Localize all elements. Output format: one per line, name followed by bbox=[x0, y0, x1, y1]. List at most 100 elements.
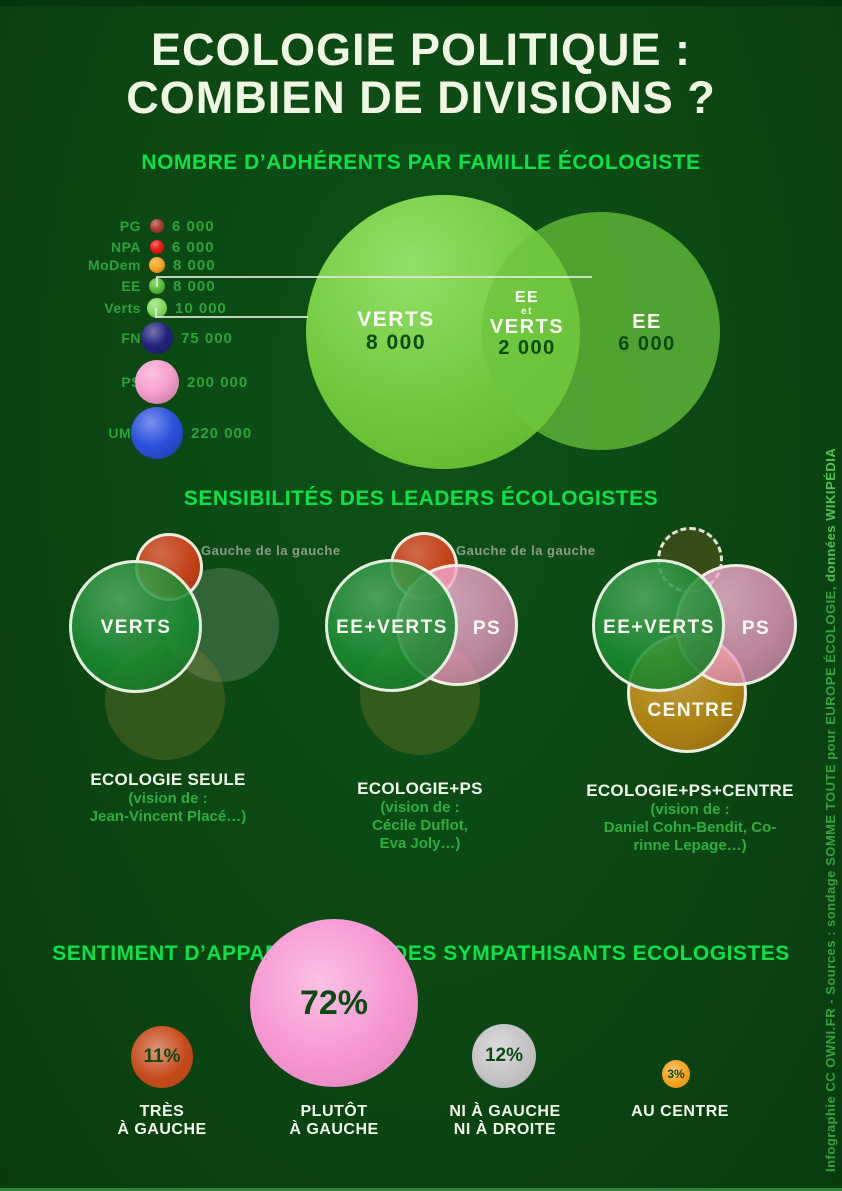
section-heading-leaders: SENSIBILITÉS DES LEADERS ÉCOLOGISTES bbox=[183, 487, 659, 510]
bubble-au-centre: 3% bbox=[662, 1060, 690, 1088]
verts-leader-circle bbox=[69, 560, 202, 693]
gauche-label-2: Gauche de la gauche bbox=[456, 543, 596, 558]
caption-vision-line: Cécile Duflot, bbox=[372, 817, 468, 834]
verts-leader-label: VERTS bbox=[100, 617, 172, 638]
sentiment-label-plutot-a-gauche: PLUTÔT À GAUCHE bbox=[254, 1103, 414, 1138]
legend-label: EE bbox=[121, 278, 141, 294]
caption-ecologie-ps-centre: ECOLOGIE+PS+CENTRE (vision de : Daniel C… bbox=[572, 781, 808, 855]
party-dot-fn bbox=[141, 322, 173, 354]
legend-value: 8 000 bbox=[173, 277, 216, 295]
legend-row-ps: PS 200 000 bbox=[41, 360, 248, 404]
legend-value: 220 000 bbox=[191, 424, 253, 442]
caption-vision-line: Jean-Vincent Placé…) bbox=[89, 808, 247, 825]
credit-text: Infographie CC OWNI.FR - Sources : sonda… bbox=[823, 448, 838, 1172]
caption-title: ECOLOGIE+PS bbox=[357, 779, 483, 798]
bubble-percent: 72% bbox=[299, 983, 369, 1022]
legend-label: UMP bbox=[108, 425, 141, 441]
caption-title: ECOLOGIE SEULE bbox=[90, 770, 246, 789]
connector-ee-horizontal bbox=[156, 276, 592, 278]
ee-verts-circle bbox=[325, 559, 458, 692]
bubble-percent: 12% bbox=[484, 1045, 524, 1066]
title-line-1: ECOLOGIE POLITIQUE : bbox=[150, 24, 692, 75]
legend-row-npa: NPA 6 000 bbox=[41, 238, 215, 256]
caption-title: ECOLOGIE+PS+CENTRE bbox=[586, 781, 794, 800]
legend-value: 8 000 bbox=[173, 256, 216, 274]
caption-vision-line: (vision de : bbox=[128, 790, 208, 807]
verts-name: VERTS bbox=[357, 308, 435, 331]
top-edge-band bbox=[0, 0, 842, 6]
legend-row-ump: UMP 220 000 bbox=[41, 407, 252, 459]
section-heading-adherents: NOMBRE D’ADHÉRENTS PAR FAMILLE ÉCOLOGIST… bbox=[141, 151, 701, 174]
caption-ecologie-ps: ECOLOGIE+PS (vision de : Cécile Duflot, … bbox=[310, 779, 530, 853]
label-line: NI À GAUCHE bbox=[449, 1103, 561, 1120]
label-line: PLUTÔT bbox=[300, 1103, 368, 1120]
legend-value: 10 000 bbox=[175, 299, 227, 317]
legend-label: PS bbox=[121, 374, 141, 390]
overlap-value-block: EE et VERTS 2 000 bbox=[457, 289, 597, 359]
label-line: TRÈS bbox=[139, 1103, 185, 1120]
verts-value: 8 000 bbox=[365, 331, 427, 354]
credit-wikipedia: données WIKIPÉDIA bbox=[823, 447, 838, 582]
credit-main: Infographie CC OWNI.FR - Sources : sonda… bbox=[823, 581, 838, 1172]
overlap-name-ee: EE bbox=[514, 289, 540, 306]
ee-value: 6 000 bbox=[618, 333, 676, 355]
label-line: AU CENTRE bbox=[631, 1103, 729, 1120]
overlap-value: 2 000 bbox=[498, 337, 556, 359]
page-title: ECOLOGIE POLITIQUE : COMBIEN DE DIVISION… bbox=[0, 26, 842, 122]
legend-label: FN bbox=[121, 330, 141, 346]
bubble-ni-gauche-ni-droite: 12% bbox=[472, 1024, 536, 1088]
legend-row-pg: PG 6 000 bbox=[41, 217, 215, 235]
legend-row-fn: FN 75 000 bbox=[41, 322, 233, 354]
ee-verts-circle bbox=[592, 559, 725, 692]
legend-label: NPA bbox=[110, 239, 141, 255]
ps-label: PS bbox=[741, 618, 771, 639]
bubble-percent: 11% bbox=[143, 1046, 181, 1067]
caption-vision-line: Daniel Cohn-Bendit, Co- bbox=[603, 819, 777, 836]
label-line: À GAUCHE bbox=[289, 1120, 379, 1138]
party-dot-npa bbox=[150, 240, 164, 254]
verts-value-block: VERTS 8 000 bbox=[316, 308, 476, 354]
sentiment-label-au-centre: AU CENTRE bbox=[600, 1103, 760, 1121]
legend-value: 200 000 bbox=[187, 373, 249, 391]
party-dot-modem bbox=[149, 257, 165, 273]
centre-label: CENTRE bbox=[647, 700, 735, 721]
connector-verts-vertical bbox=[155, 308, 157, 318]
party-dot-ps bbox=[135, 360, 179, 404]
legend-value: 75 000 bbox=[181, 329, 233, 347]
legend-value: 6 000 bbox=[172, 238, 215, 256]
ee-circle bbox=[482, 212, 720, 450]
connector-verts-horizontal bbox=[155, 316, 308, 318]
caption-vision-line: Eva Joly…) bbox=[379, 835, 461, 852]
overlap-name-verts: VERTS bbox=[489, 316, 565, 338]
legend-label: MoDem bbox=[87, 257, 141, 273]
sentiment-label-ni-gauche-ni-droite: NI À GAUCHE NI À DROITE bbox=[425, 1103, 585, 1138]
label-line: À GAUCHE bbox=[117, 1120, 207, 1138]
legend-row-modem: MoDem 8 000 bbox=[41, 256, 216, 274]
ee-verts-label: EE+VERTS bbox=[336, 617, 448, 638]
party-dot-ump bbox=[131, 407, 183, 459]
bubble-tres-a-gauche: 11% bbox=[131, 1026, 193, 1088]
title-line-2: COMBIEN DE DIVISIONS ? bbox=[126, 72, 716, 123]
bubble-percent: 3% bbox=[667, 1067, 685, 1081]
caption-vision-line: (vision de : bbox=[650, 801, 730, 818]
sentiment-label-tres-a-gauche: TRÈS À GAUCHE bbox=[82, 1103, 242, 1138]
caption-vision-line: (vision de : bbox=[380, 799, 460, 816]
overlap-conjunction: et bbox=[521, 306, 533, 317]
ps-label: PS bbox=[472, 618, 502, 639]
label-line: NI À DROITE bbox=[453, 1120, 557, 1138]
section-heading-sentiment: SENTIMENT D’APPARTENANCE DES SYMPATHISAN… bbox=[52, 942, 790, 965]
caption-vision-line: rinne Lepage…) bbox=[633, 837, 747, 854]
party-dot-verts bbox=[147, 298, 167, 318]
legend-row-verts: Verts 10 000 bbox=[41, 298, 227, 318]
ee-name: EE bbox=[632, 311, 662, 333]
legend-value: 6 000 bbox=[172, 217, 215, 235]
legend-row-ee: EE 8 000 bbox=[41, 277, 216, 295]
ee-value-block: EE 6 000 bbox=[567, 311, 727, 355]
bottom-edge-band bbox=[0, 1188, 842, 1191]
caption-ecologie-seule: ECOLOGIE SEULE (vision de : Jean-Vincent… bbox=[58, 770, 278, 826]
bubble-plutot-a-gauche: 72% bbox=[250, 919, 418, 1087]
ee-verts-label: EE+VERTS bbox=[603, 617, 715, 638]
party-dot-pg bbox=[150, 219, 164, 233]
connector-ee-vertical bbox=[156, 277, 158, 287]
